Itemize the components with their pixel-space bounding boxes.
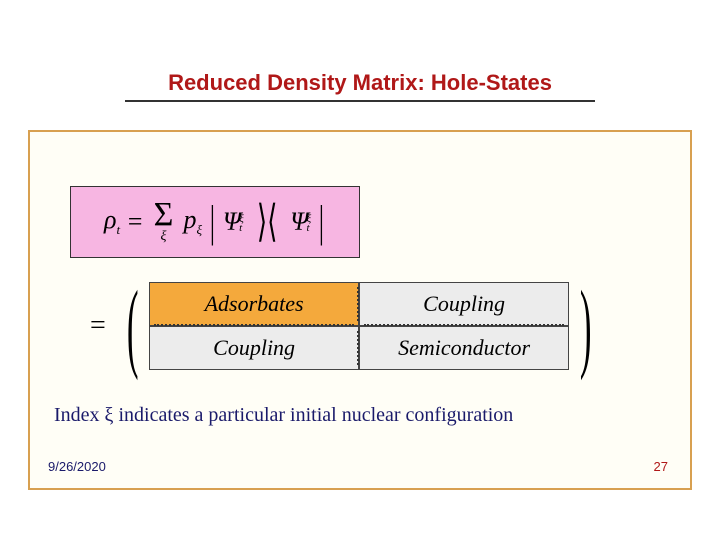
ket-close-bra-open: ⟩⟨ — [257, 204, 278, 239]
matrix-cell-label: Coupling — [213, 335, 295, 361]
block-matrix-grid: Adsorbates Coupling Coupling Semiconduct… — [149, 282, 569, 370]
rho-symbol: ρt — [104, 205, 120, 238]
bra-psi: Ψξt — [290, 207, 311, 237]
matrix-cell-coupling-bottom: Coupling — [149, 326, 359, 370]
ket-open: | — [210, 204, 215, 239]
density-matrix-equation-box: ρt = Σ ξ pξ | Ψξt ⟩⟨ Ψξt | — [70, 186, 360, 258]
sum-index: ξ — [161, 231, 167, 244]
density-matrix-equation: ρt = Σ ξ pξ | Ψξt ⟩⟨ Ψξt | — [104, 200, 326, 243]
caption-prefix: Index — [54, 404, 105, 426]
matrix-cell-label: Semiconductor — [398, 335, 530, 361]
block-matrix-row: = ( Adsorbates Coupling Coupling Semicon… — [90, 282, 602, 370]
matrix-cell-adsorbates: Adsorbates — [149, 282, 359, 326]
slide-title-block: Reduced Density Matrix: Hole-States — [125, 70, 595, 102]
paren-left-icon: ( — [127, 286, 139, 366]
matrix-cell-semiconductor: Semiconductor — [359, 326, 569, 370]
bra-close: | — [319, 204, 324, 239]
matrix-equals: = — [90, 310, 106, 342]
matrix-cell-coupling-top: Coupling — [359, 282, 569, 326]
matrix-cell-label: Adsorbates — [205, 291, 304, 317]
content-panel: ρt = Σ ξ pξ | Ψξt ⟩⟨ Ψξt | = ( Adsorbate… — [28, 130, 692, 490]
paren-right-icon: ) — [580, 286, 592, 366]
ket-psi: Ψξt — [223, 207, 244, 237]
title-underline — [125, 100, 595, 102]
sigma-symbol: Σ — [154, 200, 174, 231]
caption-suffix: indicates a particular initial nuclear c… — [113, 404, 513, 426]
coeff-p: pξ — [183, 205, 202, 238]
caption-text: Index ξ indicates a particular initial n… — [54, 404, 513, 427]
footer-page-number: 27 — [654, 459, 668, 474]
equals-sign: = — [126, 207, 144, 237]
summation: Σ ξ — [154, 200, 174, 243]
slide-title: Reduced Density Matrix: Hole-States — [125, 70, 595, 96]
matrix-cell-label: Coupling — [423, 291, 505, 317]
footer-date: 9/26/2020 — [48, 459, 106, 474]
